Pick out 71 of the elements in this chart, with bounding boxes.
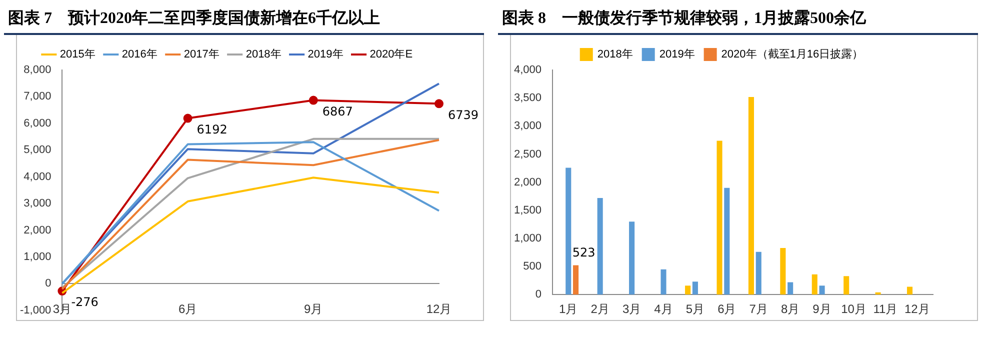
data-label: 6867 [322,104,353,118]
bar [844,276,850,295]
x-tick-label: 2月 [590,302,610,316]
point [183,114,192,123]
x-tick-label: 7月 [749,302,768,316]
y-tick-label: 1,000 [24,251,52,264]
x-tick-label: 11月 [873,302,898,316]
y-tick-label: 3,000 [24,198,52,210]
y-tick-label: 3,000 [514,120,542,132]
bar [788,282,794,295]
bar [756,252,762,295]
x-tick-label: 12月 [426,302,452,316]
bar [716,140,722,295]
y-tick-label: 2,000 [24,224,52,236]
y-tick-label: 4,000 [24,170,52,183]
legend-label: 2018年 [246,48,282,61]
y-tick-label: 2,500 [514,148,542,160]
x-tick-label: 5月 [686,302,705,316]
x-tick-label: 10月 [841,302,866,316]
bar [685,286,691,295]
chart-title: 图表 8 一般债发行季节规律较弱，1月披露500余亿 [498,6,978,35]
x-tick-label: 12月 [904,302,930,316]
x-tick-label: 1月 [559,302,578,316]
x-tick-label: 6月 [178,302,198,316]
legend-label: 2017年 [184,48,220,61]
y-tick-label: -1,000 [20,304,52,316]
bar [819,286,825,295]
legend-label: 2015年 [60,48,96,61]
legend-label: 2018年 [597,48,633,61]
y-tick-label: 0 [535,288,542,301]
legend-label: 2019年 [659,48,695,61]
legend-label: 2020年（截至1月16日披露） [721,48,864,61]
y-tick-label: 0 [45,278,52,290]
y-tick-label: 6,000 [24,117,52,130]
bar [660,269,666,295]
x-tick-label: 9月 [812,302,832,316]
y-tick-label: 8,000 [24,64,52,76]
data-label: 6739 [448,108,479,122]
bar [748,96,754,295]
x-tick-label: 8月 [780,302,800,316]
legend-label: 2016年 [122,48,158,61]
data-label: 523 [572,245,596,260]
point [434,99,444,108]
legend-label: 2019年 [308,48,344,61]
bar [812,274,818,295]
bar [629,222,635,295]
chart-title: 图表 7 预计2020年二至四季度国债新增在6千亿以上 [4,6,484,35]
x-tick-label: 4月 [654,302,673,316]
bar [780,248,786,295]
y-tick-label: 1,500 [514,204,542,216]
bar [597,198,603,295]
bar [573,265,579,295]
data-label: -276 [71,295,98,310]
x-tick-label: 6月 [718,302,736,316]
legend-label: 2020年E [370,48,413,61]
x-tick-label: 9月 [304,302,323,316]
point [308,96,318,105]
y-tick-label: 4,000 [514,64,542,76]
x-tick-label: 3月 [622,302,642,316]
y-tick-label: 7,000 [24,90,52,103]
bar [906,286,913,295]
bar [566,168,572,295]
y-tick-label: 5,000 [24,144,52,156]
y-tick-label: 500 [523,260,542,273]
y-tick-label: 1,000 [514,232,542,244]
y-tick-label: 3,500 [514,92,542,104]
y-tick-label: 2,000 [514,176,542,188]
data-label: 6192 [196,122,228,136]
x-tick-label: 3月 [52,302,72,316]
bar [724,188,730,295]
bar [692,282,698,295]
